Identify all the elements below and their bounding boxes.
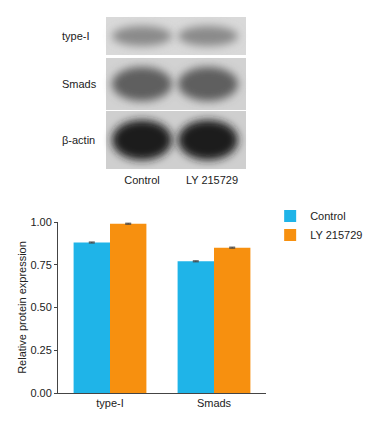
svg-text:LY 215729: LY 215729	[186, 174, 238, 186]
svg-text:type-I: type-I	[62, 30, 90, 42]
svg-text:0.00: 0.00	[30, 387, 51, 399]
svg-text:Control: Control	[310, 210, 345, 222]
svg-text:1.00: 1.00	[30, 216, 51, 228]
svg-text:Smads: Smads	[197, 397, 232, 409]
svg-text:Relative protein expression: Relative protein expression	[16, 241, 28, 374]
svg-text:0.75: 0.75	[30, 259, 51, 271]
svg-text:LY 215729: LY 215729	[310, 229, 362, 241]
svg-text:Smads: Smads	[62, 78, 97, 90]
svg-text:0.50: 0.50	[30, 301, 51, 313]
svg-text:Control: Control	[124, 174, 159, 186]
svg-text:type-I: type-I	[96, 397, 124, 409]
svg-text:0.25: 0.25	[30, 344, 51, 356]
svg-text:β-actin: β-actin	[62, 134, 95, 146]
